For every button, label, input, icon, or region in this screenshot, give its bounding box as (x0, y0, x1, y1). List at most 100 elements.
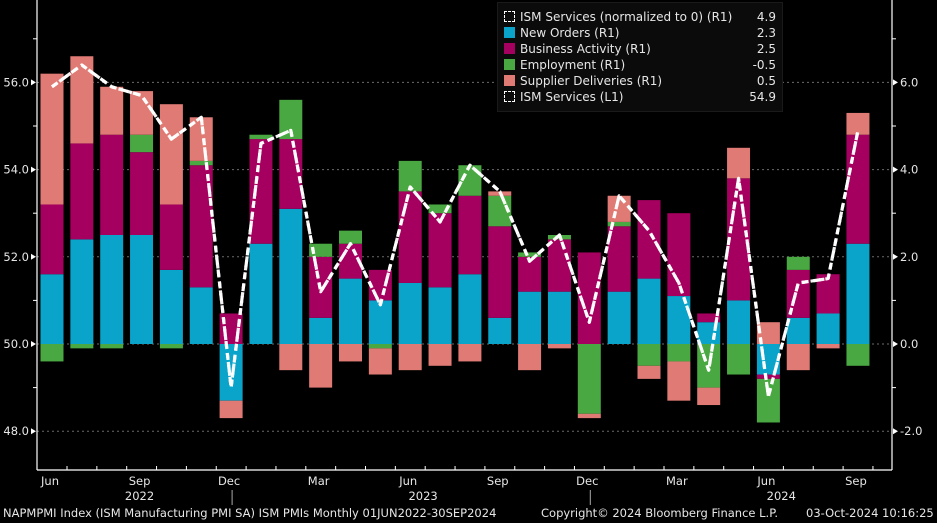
bar-segment-employment-r (727, 344, 751, 375)
bar-segment-new-orders-r (159, 269, 183, 344)
bar-segment-employment-r (40, 344, 64, 362)
tick-marker-icon (893, 253, 898, 260)
bar-segment-employment-r (577, 344, 601, 414)
tick-marker-icon (893, 166, 898, 173)
y-left-tick-label: 54.0 (3, 163, 29, 177)
x-tick-label: Jun (398, 474, 417, 488)
bar-segment-supplier-deliveries-r (637, 365, 661, 379)
bar-segment-new-orders-r (458, 274, 482, 344)
bar-segment-supplier-deliveries-r (577, 413, 601, 419)
bar-segment-business-activity-r (816, 274, 840, 314)
tick-marker-icon (31, 253, 36, 260)
y-right-tick-label: -2.0 (900, 424, 922, 438)
bar-segment-employment-r (100, 344, 124, 349)
bar-segment-business-activity-r (577, 252, 601, 344)
x-tick-label: Dec (576, 474, 598, 488)
bar-segment-business-activity-r (697, 313, 721, 323)
bar-segment-new-orders-r (189, 287, 213, 344)
legend-value: 0.5 (756, 74, 776, 88)
y-right-tick-label: 6.0 (900, 75, 918, 89)
bar-segment-employment-r (428, 204, 452, 214)
bar-segment-employment-r (667, 344, 691, 362)
dashed-line-swatch-icon (504, 91, 515, 102)
legend-label: Employment (R1) (520, 58, 626, 72)
legend-item-ism-services-normalized: ISM Services (normalized to 0) (R1) 4.9 (504, 9, 776, 25)
bar-segment-business-activity-r (40, 204, 64, 275)
footer-timestamp: 03-Oct-2024 10:16:25 (806, 506, 934, 520)
legend-label: ISM Services (L1) (520, 90, 624, 104)
legend-value: 2.5 (756, 42, 776, 56)
bar-segment-new-orders-r (249, 243, 273, 344)
footer-description: NAPMPMI Index (ISM Manufacturing PMI SA)… (3, 506, 497, 520)
tick-marker-icon (893, 341, 898, 347)
x-tick-label: Sep (845, 474, 867, 488)
bar-segment-employment-r (637, 344, 661, 366)
legend-item-ism-services: ISM Services (L1) 54.9 (504, 89, 776, 105)
bar-segment-new-orders-r (279, 208, 303, 344)
bar-segment-business-activity-r (70, 143, 94, 240)
bar-segment-supplier-deliveries-r (518, 344, 542, 371)
tick-marker-icon (31, 428, 36, 435)
legend-item-new-orders: New Orders (R1) 2.3 (504, 25, 776, 41)
y-right-tick-label: 0.0 (900, 337, 918, 351)
color-swatch-icon (504, 27, 515, 38)
bar-segment-business-activity-r (488, 226, 512, 318)
bar-segment-new-orders-r (40, 274, 64, 344)
legend-item-business-activity: Business Activity (R1) 2.5 (504, 41, 776, 57)
bar-segment-new-orders-r (309, 317, 333, 344)
legend-label: New Orders (R1) (520, 26, 620, 40)
bar-segment-employment-r (398, 160, 422, 192)
bar-segment-business-activity-r (130, 152, 154, 235)
bar-segment-new-orders-r (70, 239, 94, 344)
bar-segment-business-activity-r (159, 204, 183, 270)
bar-segment-business-activity-r (398, 191, 422, 283)
bar-segment-supplier-deliveries-r (159, 104, 183, 205)
bar-segment-business-activity-r (249, 139, 273, 244)
bar-segment-new-orders-r (667, 296, 691, 344)
bar-segment-supplier-deliveries-r (70, 56, 94, 144)
bar-segment-employment-r (159, 344, 183, 349)
bar-segment-supplier-deliveries-r (458, 344, 482, 362)
y-left-tick-label: 48.0 (3, 424, 29, 438)
bar-segment-business-activity-r (756, 374, 780, 379)
bar-segment-supplier-deliveries-r (309, 344, 333, 388)
bar-segment-supplier-deliveries-r (727, 147, 751, 179)
x-year-label: 2023 (408, 489, 437, 503)
y-left-tick-label: 50.0 (3, 337, 29, 351)
color-swatch-icon (504, 75, 515, 86)
bar-segment-employment-r (70, 344, 94, 349)
x-tick-label: Mar (666, 474, 688, 488)
bar-segment-supplier-deliveries-r (398, 344, 422, 371)
legend-label: Supplier Deliveries (R1) (520, 74, 663, 88)
x-year-label: 2024 (767, 489, 796, 503)
legend-value: 4.9 (756, 10, 776, 24)
x-tick-label: Sep (487, 474, 509, 488)
bar-segment-employment-r (607, 221, 631, 227)
bar-segment-supplier-deliveries-r (547, 344, 571, 349)
bar-segment-supplier-deliveries-r (339, 344, 362, 362)
tick-marker-icon (31, 79, 36, 86)
bar-segment-supplier-deliveries-r (846, 112, 870, 135)
bar-segment-new-orders-r (428, 287, 452, 344)
bar-segment-business-activity-r (846, 134, 870, 244)
y-left-tick-label: 56.0 (3, 75, 29, 89)
bar-segment-employment-r (279, 99, 303, 140)
bar-segment-new-orders-r (100, 235, 124, 344)
legend: ISM Services (normalized to 0) (R1) 4.9 … (497, 2, 783, 112)
axes: 56.0 54.0 52.0 50.0 48.0 6.0 4.0 2.0 0.0 -2.0 Jun S… (3, 0, 922, 505)
bar-segment-employment-r (368, 344, 392, 349)
bar-segment-supplier-deliveries-r (100, 86, 124, 135)
x-tick-label: Dec (218, 474, 240, 488)
bar-segment-supplier-deliveries-r (697, 387, 721, 406)
bar-segment-new-orders-r (727, 300, 751, 344)
bar-segment-new-orders-r (607, 291, 631, 344)
x-tick-label: Jun (756, 474, 775, 488)
legend-value: 54.9 (749, 90, 776, 104)
legend-item-employment: Employment (R1) -0.5 (504, 57, 776, 73)
legend-item-supplier-deliveries: Supplier Deliveries (R1) 0.5 (504, 73, 776, 89)
bar-segment-new-orders-r (786, 317, 810, 344)
line-ism-services-l1 (51, 63, 860, 398)
bar-segment-supplier-deliveries-r (130, 91, 154, 135)
bar-segment-new-orders-r (130, 235, 154, 344)
